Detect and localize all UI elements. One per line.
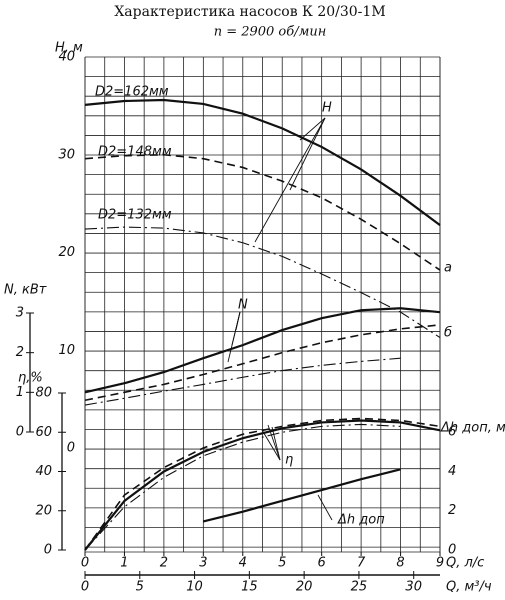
y-axis-label: H, м: [55, 41, 83, 56]
y-tick-label: 0: [67, 441, 75, 456]
x-tick-label: 5: [278, 556, 286, 571]
curve: [84, 98, 441, 227]
y2-tick-label: 0: [448, 543, 456, 558]
y-tick-label: 10: [58, 343, 75, 358]
leader-line: [271, 426, 281, 461]
x-tick-label: 8: [396, 556, 404, 571]
x-tick-label: 0: [81, 556, 89, 571]
leader-line: [289, 117, 326, 191]
x-tick-label: 9: [436, 556, 444, 571]
curve-label: D2=148мм: [98, 145, 172, 160]
curve: [84, 324, 441, 402]
leader-line: [254, 117, 326, 243]
x-tick-label: 7: [357, 556, 366, 571]
leader-line: [235, 311, 241, 331]
x2-tick-label: 20: [296, 580, 313, 595]
x2-tick-label: 5: [136, 580, 144, 595]
curve-label: D2=132мм: [98, 208, 172, 223]
annotation: б: [444, 326, 452, 341]
x-tick-label: 3: [199, 556, 207, 571]
x2-tick-label: 10: [186, 580, 203, 595]
y4-tick-label: 60: [35, 425, 52, 440]
annotation: H: [322, 101, 332, 116]
y3-axis-label: N, кВт: [4, 283, 47, 298]
curve: [84, 153, 441, 271]
y4-tick-label: 80: [35, 386, 52, 401]
x2-tick-label: 25: [351, 580, 368, 595]
y3-tick-label: 2: [16, 345, 24, 360]
y-tick-label: 30: [58, 147, 75, 162]
chart-subtitle: n = 2900 об/мин: [214, 25, 327, 40]
leader-line: [261, 429, 281, 461]
annotation: η: [285, 453, 293, 468]
x2-tick-label: 0: [81, 580, 89, 595]
y2-tick-label: 4: [448, 464, 456, 479]
curve: [203, 468, 401, 523]
y3-tick-label: 3: [16, 306, 24, 321]
x2-tick-label: 15: [241, 580, 258, 595]
y4-tick-label: 0: [44, 543, 52, 558]
curve-label: D2=162мм: [95, 85, 169, 100]
leader-line: [299, 117, 326, 141]
y-tick-label: 40: [58, 50, 75, 65]
y3-tick-label: 1: [16, 385, 24, 400]
x-tick-label: 6: [318, 556, 326, 571]
x-tick-label: 2: [160, 556, 168, 571]
annotation: N: [238, 298, 248, 313]
x-tick-label: 4: [239, 556, 247, 571]
x-axis-label: Q, л/с: [446, 556, 484, 571]
y2-tick-label: 2: [448, 503, 456, 518]
leader-line: [267, 424, 281, 461]
x2-tick-label: 30: [405, 580, 422, 595]
annotation: Δh доп: [337, 513, 385, 528]
curve: [84, 419, 441, 551]
chart-title: Характеристика насосов К 20/30-1М: [114, 4, 385, 20]
y4-tick-label: 40: [35, 464, 52, 479]
x2-axis-label: Q, м³/ч: [446, 580, 492, 595]
y3-tick-label: 0: [16, 425, 24, 440]
y4-tick-label: 20: [35, 503, 52, 518]
leader-line: [317, 494, 333, 521]
curve: [84, 357, 401, 406]
y2-tick-label: 6: [448, 425, 456, 440]
curve: [84, 307, 441, 394]
curve: [84, 226, 441, 339]
curve: [84, 423, 401, 551]
x-tick-label: 1: [120, 556, 128, 571]
annotation: а: [444, 261, 452, 276]
y-tick-label: 20: [58, 245, 75, 260]
y2-axis-label: Δh доп, м: [440, 421, 505, 436]
